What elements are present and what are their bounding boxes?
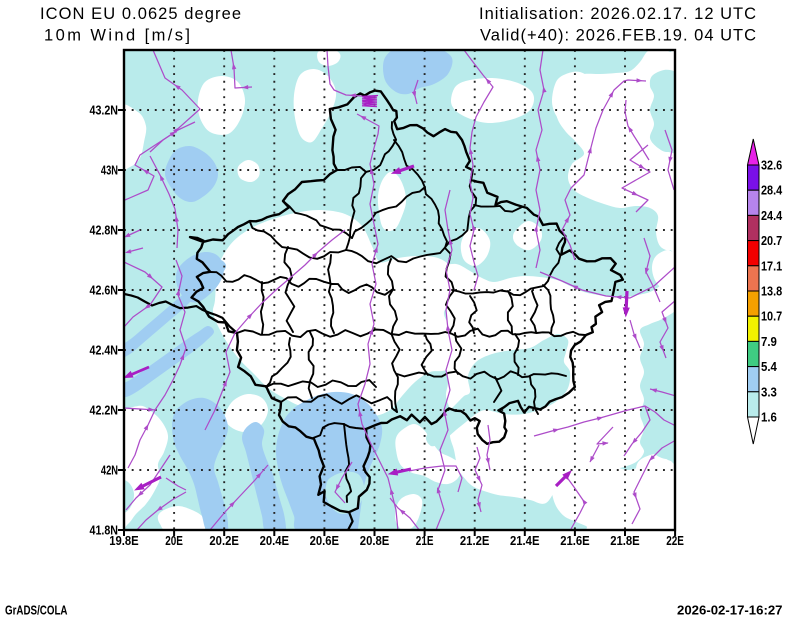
svg-text:10m Wind [m/s]: 10m Wind [m/s] <box>44 27 190 45</box>
svg-text:21.8E: 21.8E <box>610 533 640 548</box>
svg-text:1.6: 1.6 <box>761 411 777 425</box>
svg-text:20.7: 20.7 <box>761 234 782 248</box>
svg-text:21.2E: 21.2E <box>460 533 490 548</box>
svg-text:43N: 43N <box>101 163 118 178</box>
svg-text:43.2N: 43.2N <box>90 103 119 118</box>
svg-text:19.8E: 19.8E <box>109 533 139 548</box>
svg-text:24.4: 24.4 <box>761 209 782 223</box>
svg-text:21.4E: 21.4E <box>510 533 540 548</box>
svg-text:42.2N: 42.2N <box>90 403 119 418</box>
svg-text:Initialisation: 2026.02.17. 12: Initialisation: 2026.02.17. 12 UTC <box>479 5 756 23</box>
svg-text:32.6: 32.6 <box>761 159 782 173</box>
svg-text:42.6N: 42.6N <box>90 283 119 298</box>
svg-text:20.6E: 20.6E <box>310 533 340 548</box>
svg-text:3.3: 3.3 <box>761 385 777 399</box>
svg-text:20.2E: 20.2E <box>209 533 239 548</box>
svg-text:GrADS/COLA: GrADS/COLA <box>5 602 68 617</box>
svg-text:21.6E: 21.6E <box>560 533 590 548</box>
svg-text:Valid(+40): 2026.FEB.19. 04 UT: Valid(+40): 2026.FEB.19. 04 UTC <box>480 27 756 45</box>
svg-text:17.1: 17.1 <box>761 259 782 273</box>
svg-text:10.7: 10.7 <box>761 310 782 324</box>
svg-text:42.8N: 42.8N <box>90 223 119 238</box>
svg-text:20E: 20E <box>165 533 183 548</box>
svg-text:13.8: 13.8 <box>761 285 782 299</box>
svg-text:21E: 21E <box>416 533 434 548</box>
svg-text:42.4N: 42.4N <box>90 343 119 358</box>
svg-text:41.8N: 41.8N <box>90 523 119 538</box>
svg-text:ICON EU 0.0625 degree: ICON EU 0.0625 degree <box>40 5 241 23</box>
svg-text:5.4: 5.4 <box>761 360 777 374</box>
svg-text:20.4E: 20.4E <box>260 533 290 548</box>
svg-text:42N: 42N <box>101 463 118 478</box>
svg-text:7.9: 7.9 <box>761 335 777 349</box>
svg-text:22E: 22E <box>666 533 684 548</box>
svg-text:28.4: 28.4 <box>761 184 782 198</box>
svg-text:2026-02-17-16:27: 2026-02-17-16:27 <box>677 602 783 617</box>
svg-text:20.8E: 20.8E <box>360 533 390 548</box>
